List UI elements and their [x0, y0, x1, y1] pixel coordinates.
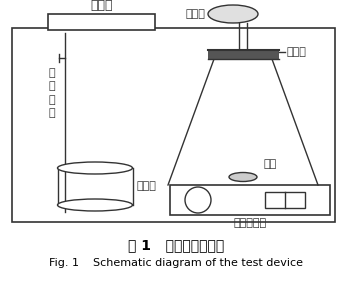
Circle shape	[185, 187, 211, 213]
Ellipse shape	[57, 162, 132, 174]
Bar	[265, 192, 305, 208]
Text: 加热器: 加热器	[137, 181, 156, 191]
Text: 温控仪: 温控仪	[90, 0, 113, 12]
Text: Fig. 1    Schematic diagram of the test device: Fig. 1 Schematic diagram of the test dev…	[49, 258, 303, 268]
Ellipse shape	[208, 5, 258, 23]
Ellipse shape	[229, 173, 257, 181]
Text: 图 1   实验装置示意图: 图 1 实验装置示意图	[128, 238, 224, 252]
Text: 转子: 转子	[263, 159, 276, 169]
Text: 磁力搅拌器: 磁力搅拌器	[233, 218, 266, 228]
Ellipse shape	[57, 199, 132, 211]
Bar	[207, 50, 278, 59]
Bar	[12, 28, 335, 222]
Text: 温
控
探
头: 温 控 探 头	[48, 68, 55, 118]
Bar	[170, 185, 330, 215]
Bar	[48, 14, 155, 30]
Text: 取样口: 取样口	[287, 47, 306, 57]
Text: 氮气袋: 氮气袋	[185, 9, 205, 19]
